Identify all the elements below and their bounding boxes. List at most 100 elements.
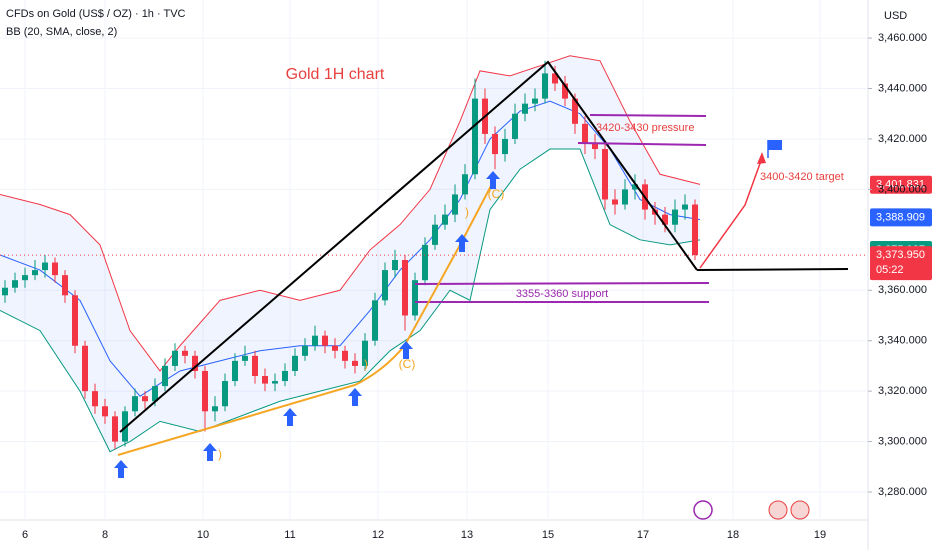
candle-body <box>632 184 638 190</box>
candle-body <box>272 381 278 384</box>
y-tick-label: 3,300.000 <box>878 435 927 447</box>
candle-body <box>202 370 208 412</box>
y-tick-label: 3,440.000 <box>878 82 927 94</box>
candle-body <box>292 355 298 371</box>
candle-body <box>682 204 688 210</box>
candle-body <box>572 98 578 124</box>
x-tick-label: 19 <box>814 529 826 541</box>
candle-body <box>432 224 438 245</box>
candle-body <box>222 381 228 407</box>
x-tick-label: 6 <box>22 529 28 541</box>
candle-body <box>12 280 18 288</box>
candle-body <box>622 189 628 205</box>
blue-arrows <box>114 171 500 478</box>
arrow-head <box>757 152 766 164</box>
event-icon <box>790 500 810 520</box>
symbol-header: CFDs on Gold (US$ / OZ) · 1h · TVC <box>6 8 186 20</box>
candle-body <box>82 345 88 392</box>
wave-label: (C) <box>399 357 416 371</box>
candle-body <box>162 365 168 387</box>
candle-body <box>112 416 118 442</box>
band-line <box>0 148 701 453</box>
y-tick-label: 3,400.000 <box>878 183 927 195</box>
event-icon <box>768 500 788 520</box>
y-tick-label: 3,340.000 <box>878 335 927 347</box>
candle-body <box>262 376 268 384</box>
x-tick-label: 11 <box>284 529 295 541</box>
candle-body <box>252 355 258 377</box>
candle-body <box>352 360 358 366</box>
annotation: 3420-3430 pressure <box>596 122 694 134</box>
candle-body <box>232 360 238 382</box>
up-arrow <box>203 443 217 461</box>
candle-body <box>452 194 458 215</box>
wave-label: ) <box>465 205 469 219</box>
x-tick-label: 8 <box>102 529 108 541</box>
wave-label: ) <box>364 357 368 371</box>
pressure-line <box>589 114 707 117</box>
x-tick-label: 18 <box>727 529 739 541</box>
flag <box>768 140 782 150</box>
candle-body <box>382 270 388 301</box>
pressure-line <box>577 142 707 146</box>
candle-body <box>2 287 8 296</box>
price-tag-label: 3,401.831 <box>876 179 925 191</box>
candle-body <box>402 260 408 316</box>
candle-body <box>692 204 698 256</box>
wave-label: ) <box>218 447 222 461</box>
candle-body <box>542 73 548 99</box>
countdown: 05:22 <box>876 264 904 276</box>
up-arrow <box>283 408 297 426</box>
candle-body <box>662 214 668 225</box>
candle-body <box>472 98 478 175</box>
candle-body <box>192 355 198 371</box>
price-tag-label: 3,388.909 <box>876 211 925 223</box>
candle-body <box>462 174 468 195</box>
candle-body <box>532 98 538 104</box>
support-line <box>414 282 710 285</box>
currency-label: USD <box>884 10 907 22</box>
x-tick-label: 12 <box>372 529 384 541</box>
candle-body <box>582 123 588 144</box>
candle-body <box>552 73 558 84</box>
trend-line <box>696 268 849 271</box>
candle-body <box>282 370 288 382</box>
candle-body <box>492 133 498 155</box>
candle-body <box>72 295 78 346</box>
candle-body <box>42 262 48 271</box>
up-arrow <box>348 388 362 406</box>
candle-body <box>172 350 178 366</box>
candle-body <box>322 335 328 346</box>
up-arrow <box>114 460 128 478</box>
event-icons <box>693 500 810 520</box>
candle-body <box>142 396 148 402</box>
candle-body <box>522 103 528 114</box>
x-tick-label: 13 <box>461 529 473 541</box>
x-tick-label: 10 <box>197 529 209 541</box>
annotation: 3400-3420 target <box>760 171 844 183</box>
candle-body <box>102 406 108 417</box>
y-tick-label: 3,420.000 <box>878 133 927 145</box>
y-tick-label: 3,320.000 <box>878 385 927 397</box>
candle-body <box>422 244 428 281</box>
candle-body <box>302 345 308 356</box>
price-tags: 3,401.8313,388.9093,375.9873,373.95005:2… <box>870 175 932 281</box>
x-tick-label: 15 <box>542 529 554 541</box>
candle-body <box>152 386 158 402</box>
candle-body <box>332 345 338 351</box>
candle-body <box>672 209 678 225</box>
candle-body <box>132 396 138 412</box>
candle-body <box>92 391 98 407</box>
wave-label: (C) <box>488 187 505 201</box>
candle-body <box>392 260 398 271</box>
candle-body <box>562 83 568 99</box>
last-price-tag <box>870 246 932 281</box>
candle-body <box>342 350 348 361</box>
chart-title: Gold 1H chart <box>286 66 385 83</box>
candle-body <box>182 350 188 356</box>
y-tick-label: 3,360.000 <box>878 284 927 296</box>
indicator-header: BB (20, SMA, close, 2) <box>6 26 117 38</box>
target-arrow <box>699 157 763 269</box>
trend-line <box>119 60 698 433</box>
